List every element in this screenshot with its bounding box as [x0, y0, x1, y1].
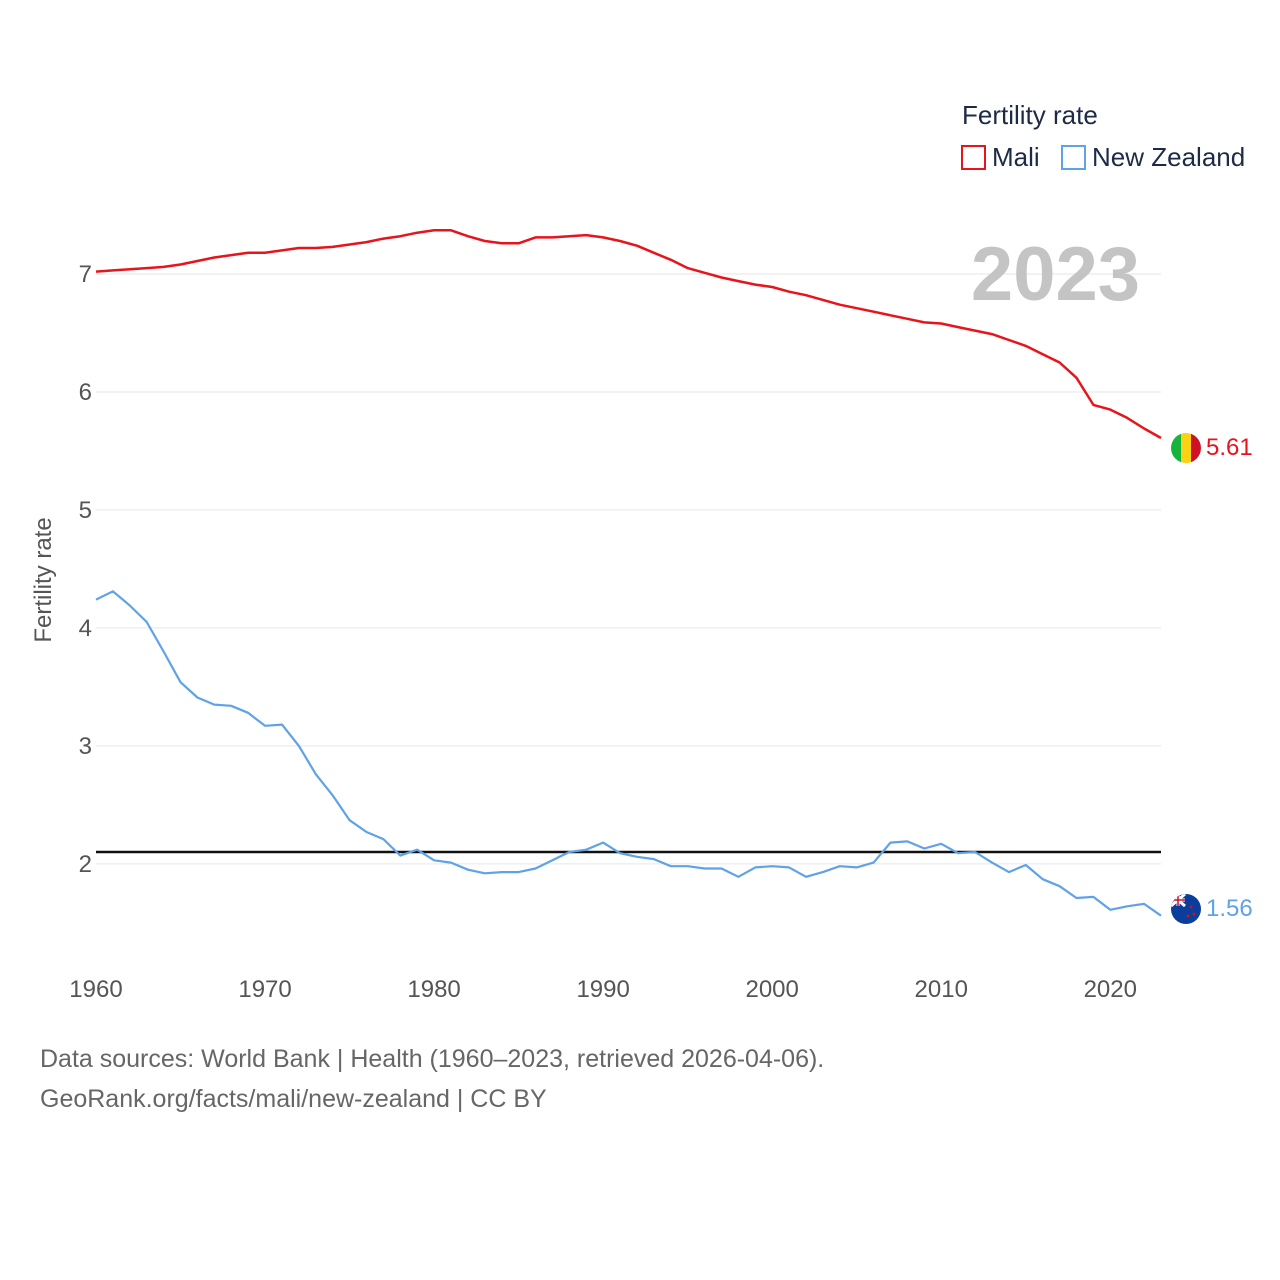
- series-line-new-zealand[interactable]: [95, 590, 1162, 917]
- new-zealand-flag-icon: [1171, 894, 1201, 924]
- mali-flag-icon: [1171, 433, 1201, 463]
- y-tick-label: 5: [79, 497, 92, 524]
- new-zealand-end-value: 1.56: [1206, 895, 1253, 922]
- mali-end-value: 5.61: [1206, 434, 1253, 461]
- legend: Fertility rate Mali New Zealand: [961, 100, 1245, 172]
- x-tick-label: 1970: [238, 976, 291, 1003]
- y-tick-label: 4: [79, 615, 92, 642]
- x-tick-label: 2000: [745, 976, 798, 1003]
- y-tick-label: 6: [79, 379, 92, 406]
- gridlines: [96, 273, 1161, 865]
- x-tick-label: 2020: [1084, 976, 1137, 1003]
- x-tick-label: 1980: [407, 976, 460, 1003]
- current-year-label: 2023: [971, 232, 1140, 317]
- series-line-mali[interactable]: [95, 229, 1162, 440]
- legend-swatch-new-zealand[interactable]: [1061, 145, 1086, 170]
- y-tick-label: 2: [79, 851, 92, 878]
- y-tick-label: 3: [79, 733, 92, 760]
- legend-title: Fertility rate: [962, 100, 1098, 130]
- y-tick-label: 7: [79, 261, 92, 288]
- source-line-1: Data sources: World Bank | Health (1960–…: [40, 1045, 825, 1073]
- legend-label-mali[interactable]: Mali: [992, 142, 1040, 172]
- x-tick-label: 2010: [915, 976, 968, 1003]
- source-line-2: GeoRank.org/facts/mali/new-zealand | CC …: [40, 1085, 547, 1113]
- series-lines: [95, 229, 1162, 917]
- y-axis-label: Fertility rate: [30, 517, 57, 642]
- x-axis-ticks: 1960 1970 1980 1990 2000 2010 2020: [69, 976, 1137, 1003]
- x-tick-label: 1960: [69, 976, 122, 1003]
- legend-swatch-mali[interactable]: [961, 145, 986, 170]
- x-tick-label: 1990: [576, 976, 629, 1003]
- legend-label-new-zealand[interactable]: New Zealand: [1092, 142, 1245, 172]
- y-axis-ticks: 2 3 4 5 6 7: [79, 261, 92, 878]
